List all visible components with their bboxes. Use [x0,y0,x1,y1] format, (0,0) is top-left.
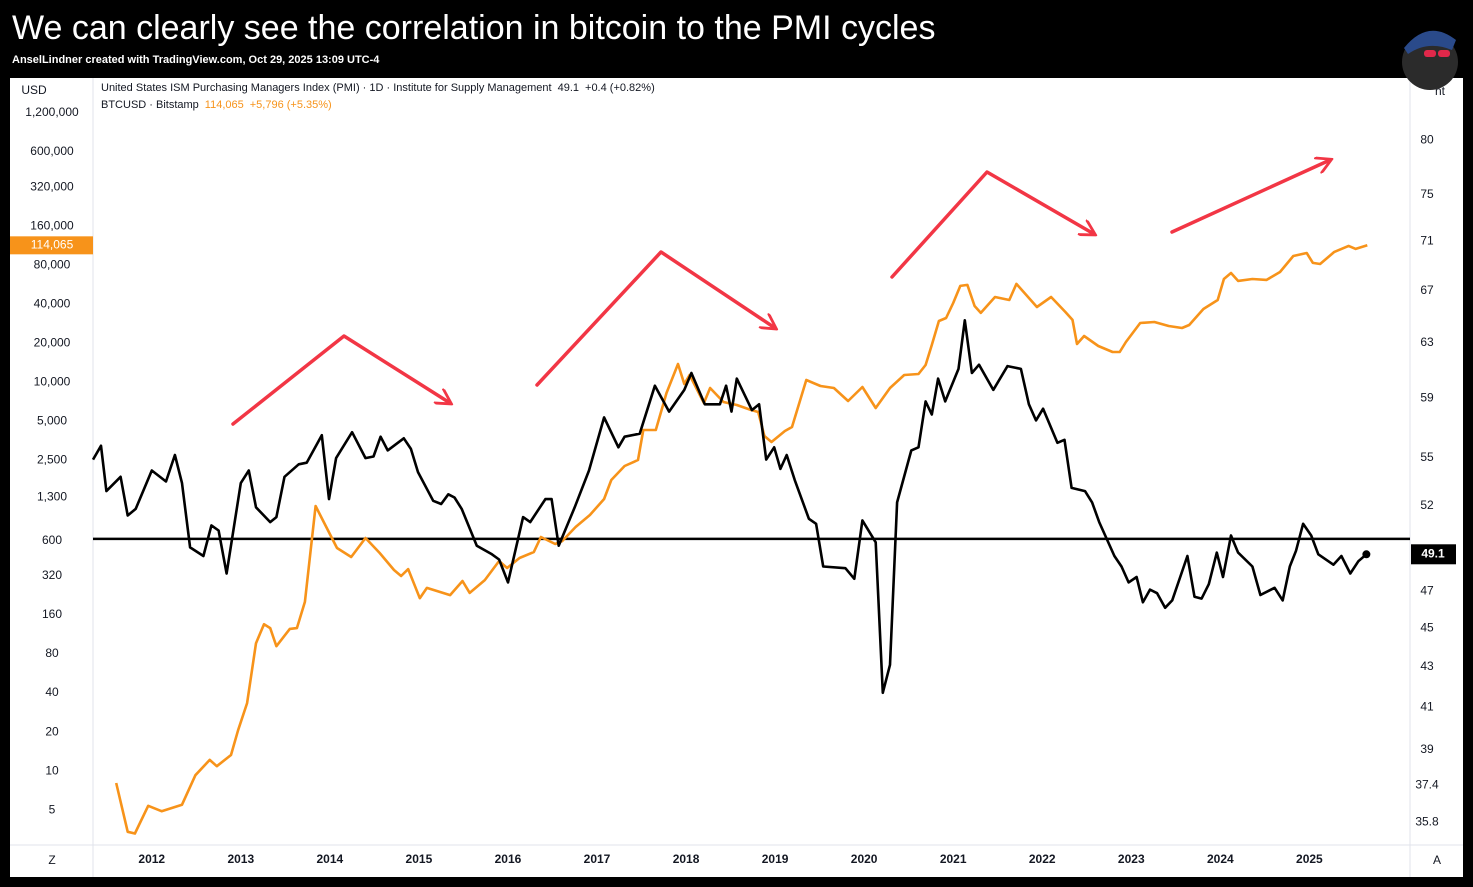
title: We can clearly see the correlation in bi… [12,9,935,47]
subtitle: AnselLindner created with TradingView.co… [12,54,380,66]
avatar-glasses [1438,50,1450,57]
price-badge-label: 49.1 [1421,546,1445,560]
x-tick-label: 2012 [138,852,165,866]
y2-tick-label: 35.8 [1415,814,1439,828]
y2-tick-label: 52 [1420,498,1434,512]
x-tick-label: 2016 [495,852,522,866]
y2-tick-label: 43 [1420,659,1434,673]
y-tick-label: 2,500 [37,453,67,467]
y2-tick-label: 45 [1420,620,1434,634]
x-tick-label: 2018 [673,852,700,866]
x-tick-label: 2013 [227,852,254,866]
y2-tick-label: 67 [1420,283,1434,297]
y-tick-label: 20 [45,724,59,738]
price-badge [10,236,93,255]
y2-tick-label: 41 [1420,699,1434,713]
x-tick-label: 2015 [406,852,433,866]
x-tick-label: 2017 [584,852,611,866]
avatar-cap [1404,30,1456,54]
last-point [1362,550,1371,559]
x-tick-label: 2022 [1029,852,1056,866]
plot: 5 10 20 40 80 160 320 600 1,300 2,500 5,000 10,000 2… [10,105,1456,866]
y-tick-label: 160 [42,607,62,621]
y2-tick-label: 47 [1420,584,1434,598]
legend-name: United States ISM Purchasing Managers In… [101,82,552,94]
y-tick-label: 1,200,000 [25,105,79,119]
y2-tick-label: 55 [1420,450,1434,464]
arrow [535,250,775,387]
y-tick-label: 320,000 [30,179,74,193]
legend-change: +5,796 (+5.35%) [250,99,332,111]
legend-pmi: United States ISM Purchasing Managers In… [101,82,655,94]
y-tick-label: 1,300 [37,489,67,503]
x-tick-label: 2021 [940,852,967,866]
arrow [231,334,450,426]
y2-tick-label: 80 [1420,132,1434,146]
y-tick-label: 600,000 [30,144,74,158]
y-axis-unit: USD [21,83,47,97]
y2-tick-label: 37.4 [1415,777,1439,791]
series-line [91,319,1368,695]
y2-axis-unit: nt [1435,84,1446,98]
log-toggle[interactable]: Z [48,853,55,867]
arrow [1170,160,1330,234]
annotation-arrows [231,160,1330,426]
y-tick-label: 40 [45,685,59,699]
legend-name: BTCUSD · Bitstamp [101,99,199,111]
x-tick-label: 2025 [1296,852,1323,866]
x-tick-label: 2024 [1207,852,1234,866]
y2-tick-label: 71 [1420,234,1434,248]
price-badge [1411,544,1456,565]
avatar [1402,30,1458,90]
y-tick-label: 80,000 [34,257,71,271]
y-tick-label: 20,000 [34,335,71,349]
y-tick-label: 600 [42,533,62,547]
y-tick-label: 5 [49,802,56,816]
y2-tick-label: 39 [1420,742,1434,756]
x-tick-label: 2014 [317,852,344,866]
y-tick-label: 10 [45,763,59,777]
y-tick-label: 160,000 [30,218,74,232]
y2-tick-label: 59 [1420,391,1434,405]
legend-change: +0.4 (+0.82%) [585,82,655,94]
legend-btc: BTCUSD · Bitstamp 114,065 +5,796 (+5.35%) [101,99,332,111]
x-tick-label: 2020 [851,852,878,866]
legend-value: 49.1 [558,82,579,94]
y-tick-label: 5,000 [37,414,67,428]
x-tick-label: 2019 [762,852,789,866]
series-line [114,244,1368,835]
y2-tick-label: 63 [1420,335,1434,349]
price-badge-label: 114,065 [31,237,74,251]
y-tick-label: 80 [45,646,59,660]
legend-value: 114,065 [205,99,244,111]
y2-tick-label: 75 [1420,187,1434,201]
auto-toggle[interactable]: A [1433,853,1441,867]
arrow [890,170,1094,279]
x-tick-label: 2023 [1118,852,1145,866]
y-tick-label: 320 [42,568,62,582]
y-tick-label: 10,000 [34,374,71,388]
y-tick-label: 40,000 [34,296,71,310]
avatar-glasses [1424,50,1436,57]
